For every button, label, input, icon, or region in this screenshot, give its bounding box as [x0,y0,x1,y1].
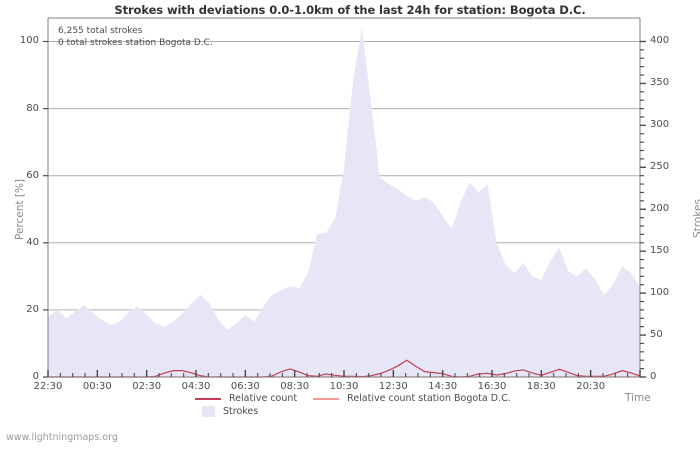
x-tick-label: 12:30 [378,381,408,392]
x-axis-label: Time [625,392,651,404]
x-tick-label: 08:30 [280,381,310,392]
legend-label: Strokes [223,406,259,417]
chart-title: Strokes with deviations 0.0-1.0km of the… [114,3,586,17]
x-tick-label: 16:30 [477,381,507,392]
x-tick-label: 14:30 [428,381,458,392]
y-tick-label-left: 20 [26,303,39,315]
y-tick-label-left: 40 [26,236,39,248]
footer-site-url: www.lightningmaps.org [6,432,118,443]
legend-row-1: Relative count Relative count station Bo… [195,392,525,405]
legend-label: Relative count [229,393,298,404]
legend-item-strokes[interactable]: Strokes [195,406,258,417]
y-axis-label-right: Strokes [692,199,700,238]
legend-swatch-icon [202,406,215,417]
series-area-strokes [48,28,640,377]
x-tick-label: 06:30 [230,381,260,392]
x-tick-label: 10:30 [329,381,359,392]
legend-item-relative-count[interactable]: Relative count [195,393,297,404]
y-tick-label-right: 200 [650,203,670,215]
y-tick-label-left: 0 [32,371,39,382]
chart-legend: Relative count Relative count station Bo… [195,392,525,418]
legend-label: Relative count station Bogota D.C. [347,393,511,404]
legend-line-icon [313,397,340,400]
y-tick-label-right: 350 [650,77,670,89]
x-tick-label: 20:30 [576,381,606,392]
annotation-station-strokes: 0 total strokes station Bogota D.C. [58,38,213,48]
x-tick-label: 18:30 [526,381,556,392]
x-tick-label: 00:30 [82,381,112,392]
y-tick-label-right: 100 [650,287,670,299]
y-axis-label-left: Percent [%] [14,178,26,240]
y-tick-label-right: 150 [650,245,670,257]
x-tick-label: 04:30 [181,381,211,392]
y-tick-label-left: 100 [19,35,39,47]
y-tick-label-right: 50 [650,329,663,341]
annotation-total-strokes: 6,255 total strokes [58,26,143,36]
x-tick-label: 22:30 [33,381,63,392]
y-tick-label-right: 400 [650,35,670,47]
y-tick-label-right: 250 [650,161,670,173]
y-tick-label-left: 60 [26,169,39,181]
legend-item-relative-count-station[interactable]: Relative count station Bogota D.C. [313,393,511,404]
y-tick-label-left: 80 [26,102,39,114]
y-tick-label-right: 0 [650,371,657,382]
legend-row-2: Strokes [195,405,525,418]
y-tick-label-right: 300 [650,119,670,131]
legend-line-icon [195,397,221,400]
x-tick-label: 02:30 [132,381,162,392]
